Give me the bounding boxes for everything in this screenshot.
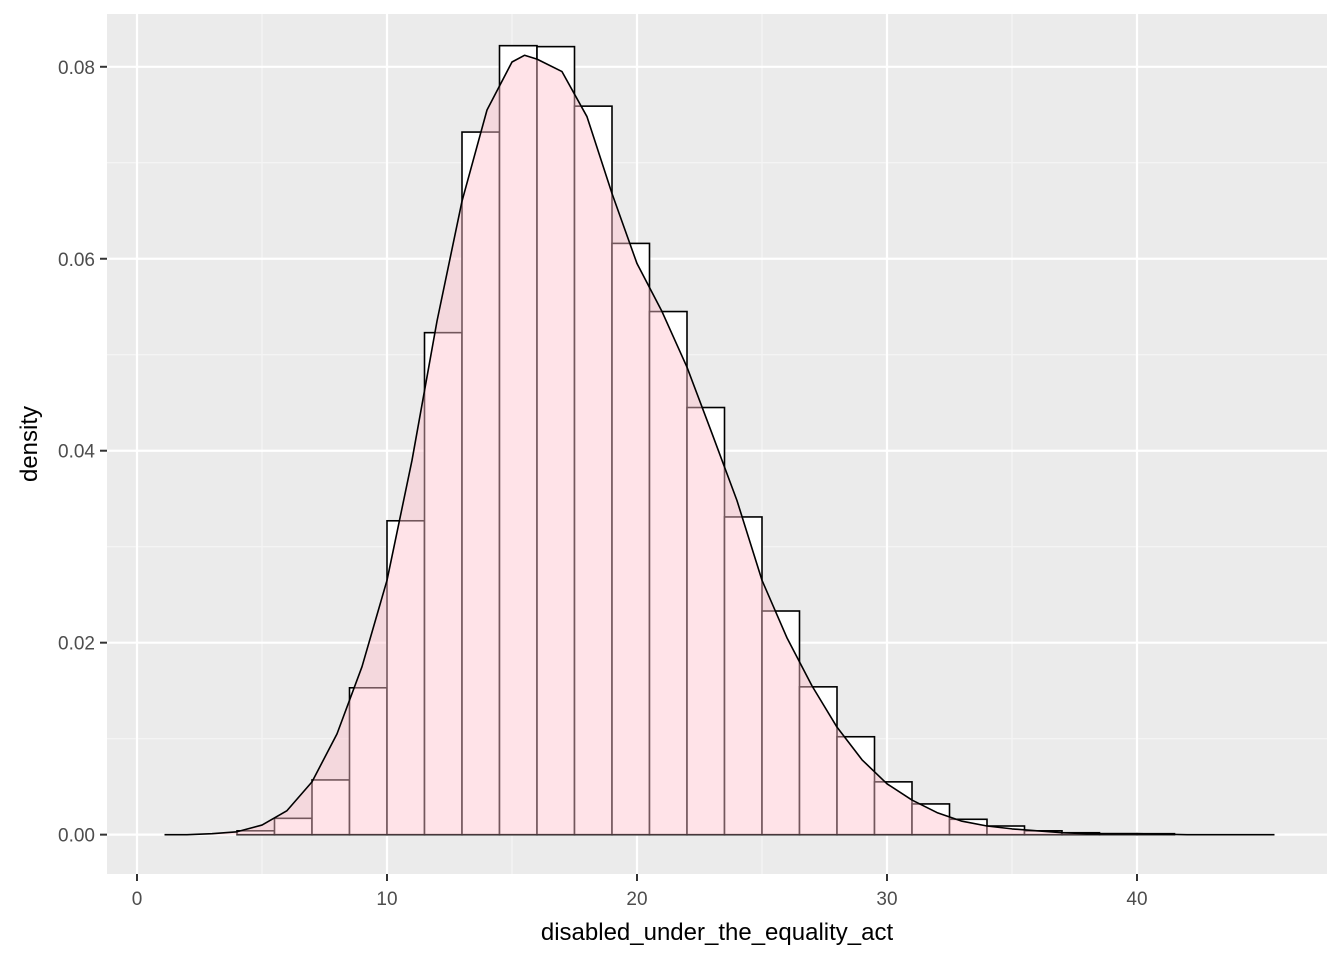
histogram-bar bbox=[798, 686, 838, 836]
y-axis-title: density bbox=[16, 406, 43, 482]
density-curve bbox=[164, 54, 1275, 836]
histogram-bar bbox=[611, 242, 651, 836]
x-tick-label: 40 bbox=[1126, 889, 1147, 910]
histogram-bar bbox=[311, 779, 351, 836]
x-tick-label: 0 bbox=[132, 889, 143, 910]
x-tick-label: 20 bbox=[626, 889, 647, 910]
y-tick-label: 0.02 bbox=[58, 634, 95, 655]
y-axis-ticks: 0.00 0.02 0.04 0.06 0.08 bbox=[58, 58, 107, 847]
x-axis-ticks: 0 10 20 30 40 bbox=[132, 874, 1148, 910]
histogram-bars bbox=[236, 44, 1176, 836]
histogram-bar bbox=[536, 45, 576, 836]
density-area bbox=[164, 55, 1275, 835]
x-axis-title: disabled_under_the_equality_act bbox=[541, 919, 894, 946]
y-tick-label: 0.04 bbox=[58, 442, 95, 463]
histogram-bar bbox=[423, 331, 463, 836]
density-line bbox=[164, 54, 1275, 836]
y-tick-label: 0.06 bbox=[58, 250, 95, 271]
y-tick-label: 0.08 bbox=[58, 58, 95, 79]
histogram-bar bbox=[873, 781, 913, 836]
y-tick-label: 0.00 bbox=[58, 826, 95, 847]
histogram-bar bbox=[498, 44, 538, 836]
x-tick-label: 30 bbox=[876, 889, 897, 910]
x-tick-label: 10 bbox=[376, 889, 397, 910]
histogram-bar bbox=[573, 105, 613, 836]
